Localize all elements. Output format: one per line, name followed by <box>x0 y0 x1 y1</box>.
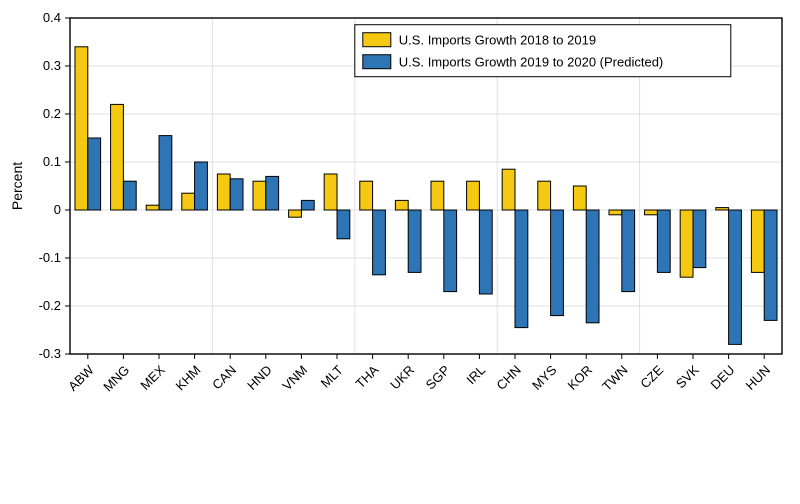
y-tick-label: 0.2 <box>43 106 61 121</box>
bar <box>586 210 599 323</box>
bar <box>373 210 386 275</box>
bar <box>609 210 622 215</box>
bar <box>467 181 480 210</box>
bar <box>111 104 124 210</box>
bar <box>289 210 302 217</box>
bar <box>729 210 742 344</box>
y-tick-label: -0.2 <box>39 298 61 313</box>
bar <box>337 210 350 239</box>
bar <box>324 174 337 210</box>
bar <box>301 200 314 210</box>
bar <box>657 210 670 272</box>
bar <box>538 181 551 210</box>
bar <box>716 208 729 210</box>
bar <box>764 210 777 320</box>
y-tick-label: 0 <box>54 202 61 217</box>
bar <box>123 181 136 210</box>
bar <box>182 193 195 210</box>
legend-label: U.S. Imports Growth 2019 to 2020 (Predic… <box>399 55 663 70</box>
bar <box>515 210 528 328</box>
bar <box>645 210 658 215</box>
bar <box>75 47 88 210</box>
legend-swatch <box>363 55 391 69</box>
bar <box>680 210 693 277</box>
y-axis-label: Percent <box>9 162 25 210</box>
bar <box>551 210 564 316</box>
legend-swatch <box>363 33 391 47</box>
legend-label: U.S. Imports Growth 2018 to 2019 <box>399 33 596 48</box>
bar <box>360 181 373 210</box>
bar <box>253 181 266 210</box>
bar <box>479 210 492 294</box>
bar <box>230 179 243 210</box>
imports-growth-chart: -0.3-0.2-0.100.10.20.30.4ABWMNGMEXKHMCAN… <box>0 0 800 504</box>
bar <box>195 162 208 210</box>
bar <box>88 138 101 210</box>
bar <box>444 210 457 292</box>
bar <box>395 200 408 210</box>
y-tick-label: 0.3 <box>43 58 61 73</box>
bar <box>146 205 159 210</box>
bar <box>159 136 172 210</box>
bar <box>622 210 635 292</box>
bar <box>266 176 279 210</box>
y-tick-label: 0.1 <box>43 154 61 169</box>
bar <box>751 210 764 272</box>
bar <box>431 181 444 210</box>
bar <box>502 169 515 210</box>
bar <box>693 210 706 268</box>
bar <box>408 210 421 272</box>
bar <box>217 174 230 210</box>
y-tick-label: -0.1 <box>39 250 61 265</box>
bar <box>573 186 586 210</box>
y-tick-label: 0.4 <box>43 10 61 25</box>
y-tick-label: -0.3 <box>39 346 61 361</box>
